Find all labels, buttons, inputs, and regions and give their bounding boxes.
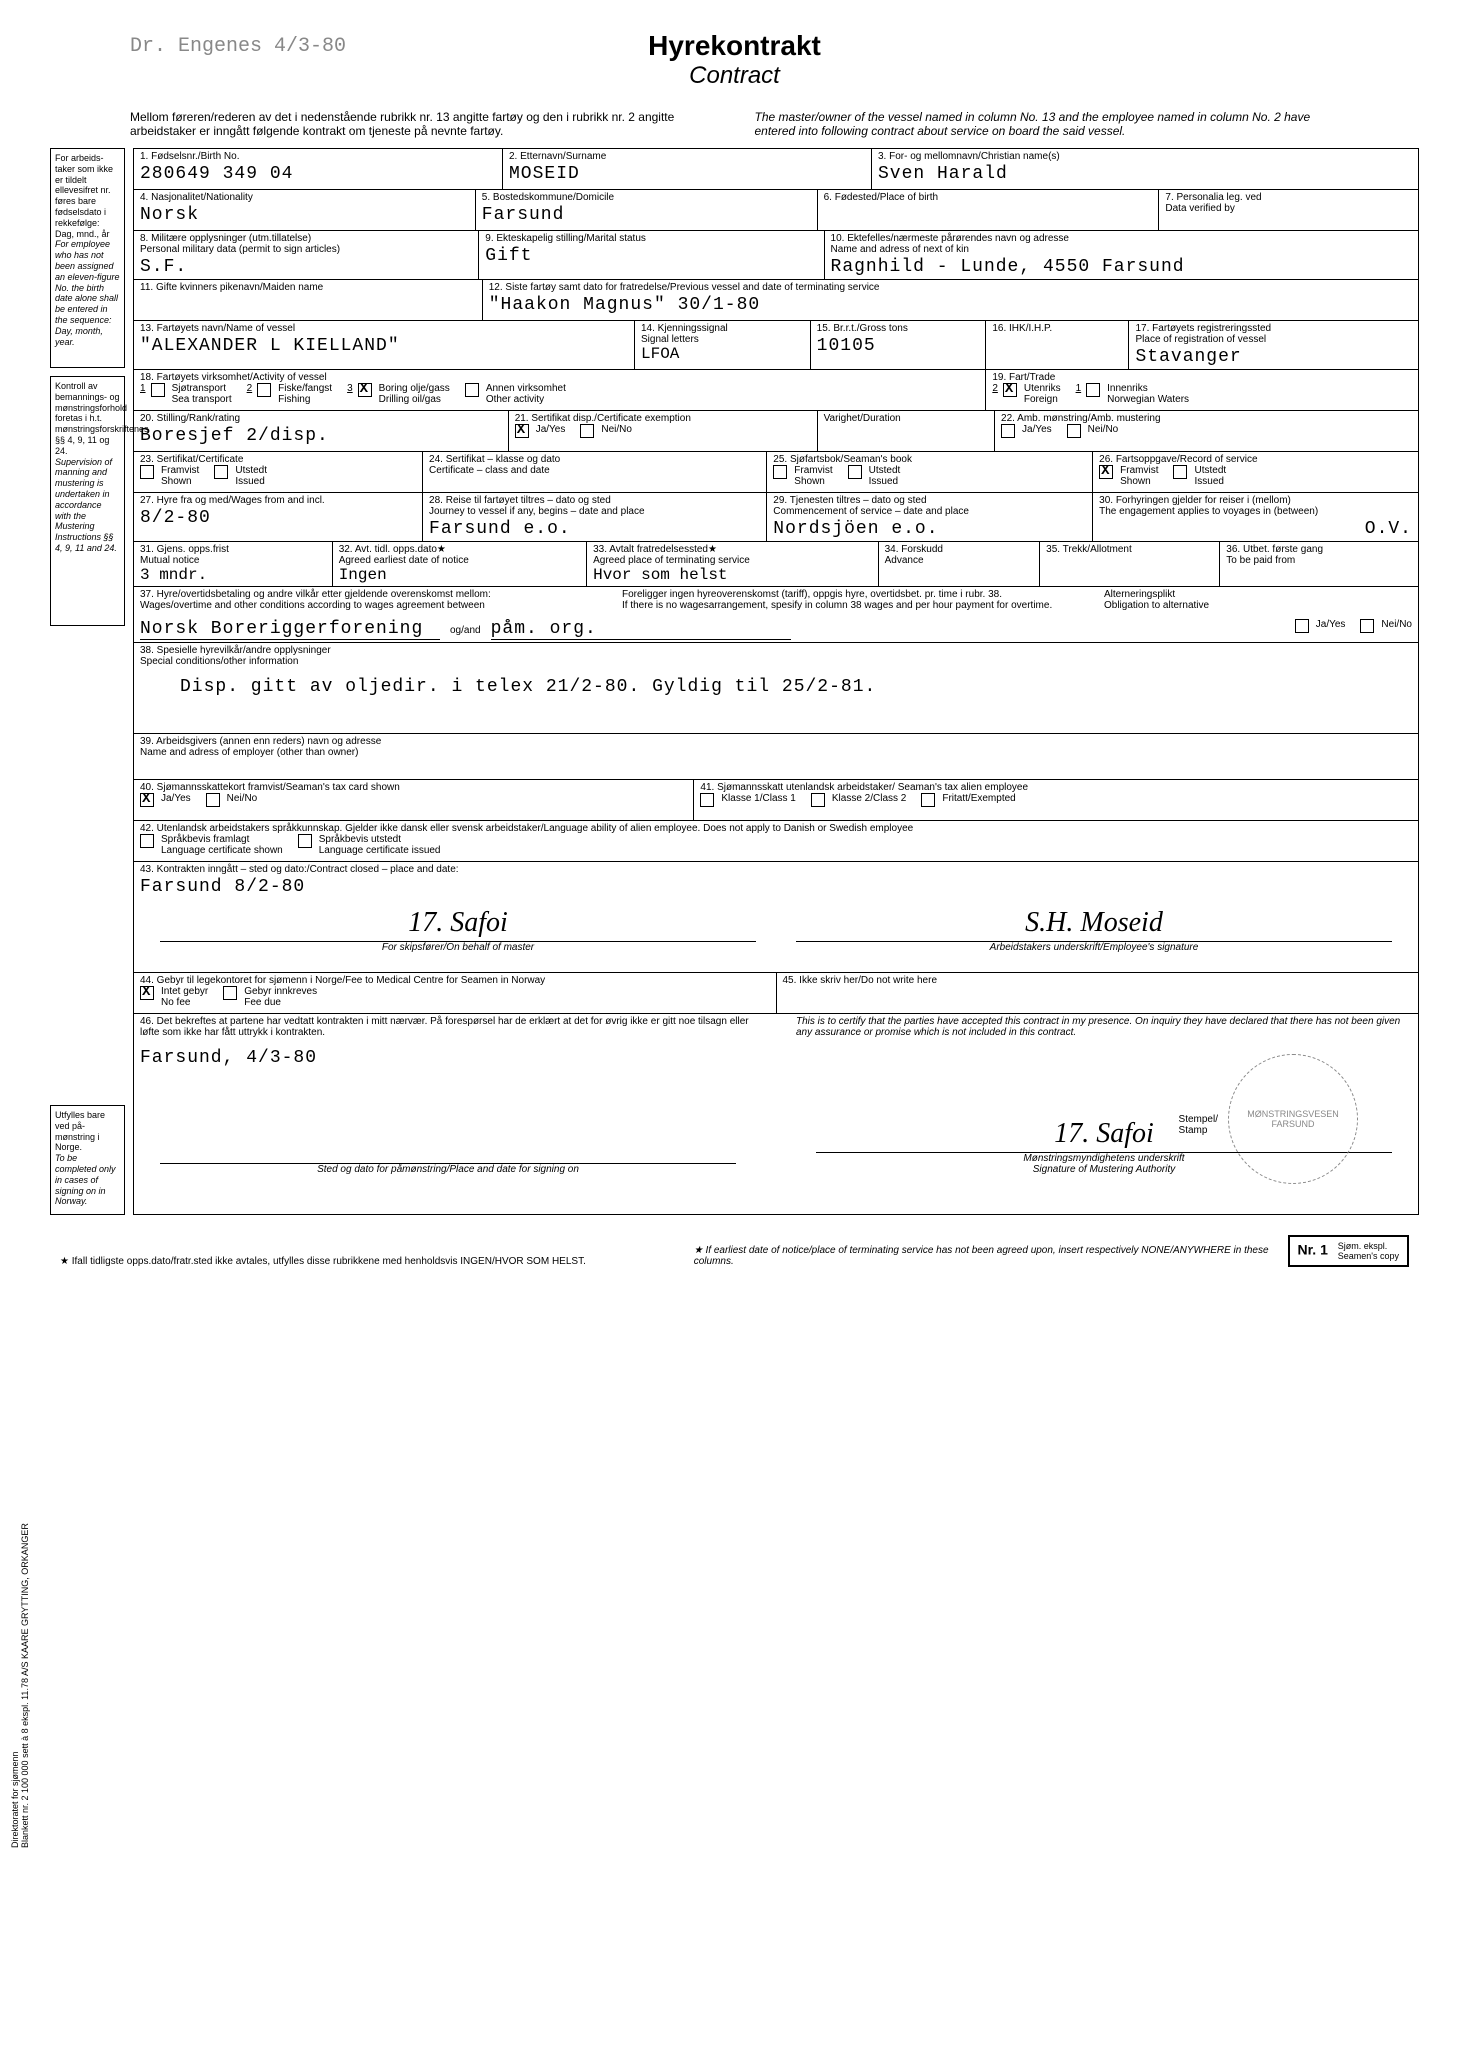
- copy-number-box: Nr. 1 Sjøm. ekspl. Seamen's copy: [1288, 1235, 1410, 1267]
- side-note-1: For arbeids-taker som ikke er tildelt el…: [50, 148, 125, 368]
- field-1-birth-no: 1. Fødselsnr./Birth No. 280649 349 04: [133, 149, 503, 189]
- field-28-journey: 28. Reise til fartøyet tiltres – dato og…: [423, 493, 767, 541]
- field-10-next-of-kin: 10. Ektefelles/nærmeste pårørendes navn …: [825, 231, 1419, 279]
- field-38-special-conditions: 38. Spesielle hyrevilkår/andre opplysnin…: [133, 643, 1419, 733]
- field-20-rating: 20. Stilling/Rank/rating Boresjef 2/disp…: [133, 411, 509, 451]
- checkbox-44-no-fee[interactable]: [140, 986, 154, 1000]
- header-handwritten-note: Dr. Engenes 4/3-80: [130, 35, 346, 58]
- intro-left: Mellom føreren/rederen av det i nedenstå…: [130, 110, 715, 138]
- field-45-do-not-write: 45. Ikke skriv her/Do not write here: [777, 973, 1420, 1013]
- checkbox-sea-transport[interactable]: [151, 383, 165, 397]
- checkbox-foreign[interactable]: [1003, 383, 1017, 397]
- checkbox-other-activity[interactable]: [465, 383, 479, 397]
- checkbox-41-class1[interactable]: [700, 793, 714, 807]
- checkbox-22-yes[interactable]: [1001, 424, 1015, 438]
- field-duration: Varighet/Duration: [818, 411, 995, 451]
- checkbox-25-issued[interactable]: [848, 465, 862, 479]
- field-9-marital: 9. Ekteskapelig stilling/Marital status …: [479, 231, 824, 279]
- field-34-advance: 34. Forskudd Advance: [879, 542, 1041, 586]
- field-24-cert-class-date: 24. Sertifikat – klasse og dato Certific…: [423, 452, 767, 492]
- field-4-nationality: 4. Nasjonalitet/Nationality Norsk: [133, 190, 476, 230]
- checkbox-37-no[interactable]: [1360, 619, 1374, 633]
- footer: ★ Ifall tidligste opps.dato/fratr.sted i…: [50, 1235, 1419, 1267]
- checkbox-41-exempted[interactable]: [921, 793, 935, 807]
- checkbox-22-no[interactable]: [1067, 424, 1081, 438]
- field-7-data-verified: 7. Personalia leg. ved Data verified by: [1159, 190, 1419, 230]
- field-32-earliest-notice: 32. Avt. tidl. opps.dato★ Agreed earlies…: [333, 542, 587, 586]
- checkbox-41-class2[interactable]: [811, 793, 825, 807]
- field-44-fee: 44. Gebyr til legekontoret for sjømenn i…: [133, 973, 777, 1013]
- field-6-place-of-birth: 6. Fødested/Place of birth: [818, 190, 1160, 230]
- intro-text: Mellom føreren/rederen av det i nedenstå…: [130, 110, 1339, 138]
- checkbox-42-issued[interactable]: [298, 834, 312, 848]
- field-5-domicile: 5. Bostedskommune/Domicile Farsund: [476, 190, 818, 230]
- checkbox-fishing[interactable]: [257, 383, 271, 397]
- field-8-military: 8. Militære opplysninger (utm.tillatelse…: [133, 231, 479, 279]
- field-11-maiden-name: 11. Gifte kvinners pikenavn/Maiden name: [133, 280, 483, 320]
- checkbox-23-shown[interactable]: [140, 465, 154, 479]
- field-35-allotment: 35. Trekk/Allotment: [1040, 542, 1220, 586]
- checkbox-25-shown[interactable]: [773, 465, 787, 479]
- signature-employee: S.H. Moseid: [796, 907, 1392, 942]
- checkbox-norwegian-waters[interactable]: [1086, 383, 1100, 397]
- form-grid: 1. Fødselsnr./Birth No. 280649 349 04 2.…: [133, 148, 1419, 1215]
- field-39-employer: 39. Arbeidsgivers (annen enn reders) nav…: [133, 734, 1419, 779]
- field-41-alien-tax: 41. Sjømannsskatt utenlandsk arbeidstake…: [694, 780, 1419, 820]
- field-27-wages-from: 27. Hyre fra og med/Wages from and incl.…: [133, 493, 423, 541]
- field-31-mutual-notice: 31. Gjens. opps.frist Mutual notice 3 mn…: [133, 542, 333, 586]
- checkbox-26-issued[interactable]: [1173, 465, 1187, 479]
- field-13-vessel-name: 13. Fartøyets navn/Name of vessel "ALEXA…: [133, 321, 635, 369]
- side-notes: For arbeids-taker som ikke er tildelt el…: [50, 148, 125, 1215]
- field-2-surname: 2. Etternavn/Surname MOSEID: [503, 149, 872, 189]
- field-25-seamans-book: 25. Sjøfartsbok/Seaman's book Framvist S…: [767, 452, 1093, 492]
- field-26-record-service: 26. Fartsoppgave/Record of service Framv…: [1093, 452, 1419, 492]
- checkbox-21-yes[interactable]: [515, 424, 529, 438]
- field-37-wages-agreement: 37. Hyre/overtidsbetaling og andre vilkå…: [133, 587, 1419, 642]
- field-17-registration: 17. Fartøyets registreringssted Place of…: [1129, 321, 1419, 369]
- checkbox-26-shown[interactable]: [1099, 465, 1113, 479]
- checkbox-40-yes[interactable]: [140, 793, 154, 807]
- side-note-2: Kontroll av bemannings- og mønstringsfor…: [50, 376, 125, 626]
- field-42-language: 42. Utenlandsk arbeidstakers språkkunnsk…: [133, 821, 1419, 861]
- side-note-3: Utfylles bare ved på-mønstring i Norge. …: [50, 1105, 125, 1215]
- field-19-trade: 19. Fart/Trade 2Utenriks Foreign 1Innenr…: [986, 370, 1419, 410]
- checkbox-21-no[interactable]: [580, 424, 594, 438]
- field-33-terminating-place: 33. Avtalt fratredelsessted★ Agreed plac…: [587, 542, 879, 586]
- field-23-certificate: 23. Sertifikat/Certificate Framvist Show…: [133, 452, 423, 492]
- vertical-form-id: Direktoratet for sjømenn Blankett nr. 2 …: [10, 1523, 30, 1848]
- signature-master: 17. Safoi: [160, 907, 756, 942]
- field-36-paid-from: 36. Utbet. første gang To be paid from: [1220, 542, 1419, 586]
- checkbox-44-fee-due[interactable]: [223, 986, 237, 1000]
- field-40-tax-card: 40. Sjømannsskattekort framvist/Seaman's…: [133, 780, 694, 820]
- intro-right: The master/owner of the vessel named in …: [755, 110, 1340, 138]
- field-12-previous-vessel: 12. Siste fartøy samt dato for fratredel…: [483, 280, 1419, 320]
- mustering-stamp: MØNSTRINGSVESEN FARSUND: [1228, 1054, 1358, 1184]
- title-sub: Contract: [50, 62, 1419, 90]
- field-46-certify: 46. Det bekreftes at partene har vedtatt…: [133, 1014, 1419, 1214]
- checkbox-42-shown[interactable]: [140, 834, 154, 848]
- field-22-amb-mustering: 22. Amb. mønstring/Amb. mustering Ja/Yes…: [995, 411, 1419, 451]
- field-16-ihp: 16. IHK/I.H.P.: [986, 321, 1129, 369]
- field-3-christian-names: 3. For- og mellomnavn/Christian name(s) …: [872, 149, 1419, 189]
- checkbox-40-no[interactable]: [206, 793, 220, 807]
- checkbox-37-yes[interactable]: [1295, 619, 1309, 633]
- field-14-signal-letters: 14. Kjenningssignal Signal letters LFOA: [635, 321, 811, 369]
- field-43-contract-closed: 43. Kontrakten inngått – sted og dato:/C…: [133, 862, 1419, 972]
- checkbox-23-issued[interactable]: [214, 465, 228, 479]
- field-29-commencement: 29. Tjenesten tiltres – dato og sted Com…: [767, 493, 1093, 541]
- field-18-activity: 18. Fartøyets virksomhet/Activity of ves…: [133, 370, 986, 410]
- checkbox-drilling[interactable]: [358, 383, 372, 397]
- field-15-gross-tons: 15. Br.r.t./Gross tons 10105: [811, 321, 987, 369]
- field-30-voyages: 30. Forhyringen gjelder for reiser i (me…: [1093, 493, 1419, 541]
- field-21-cert-exemption: 21. Sertifikat disp./Certificate exempti…: [509, 411, 818, 451]
